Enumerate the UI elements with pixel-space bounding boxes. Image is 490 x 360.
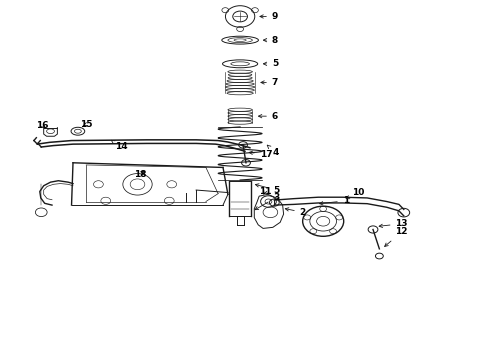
Text: 17: 17 — [249, 150, 272, 159]
Text: 13: 13 — [379, 219, 408, 228]
Text: 9: 9 — [260, 12, 278, 21]
Text: 12: 12 — [385, 228, 408, 247]
Text: 1: 1 — [319, 196, 349, 205]
Text: 5: 5 — [263, 59, 278, 68]
Text: 4: 4 — [267, 145, 279, 157]
Text: 7: 7 — [261, 78, 278, 87]
Text: 6: 6 — [259, 112, 278, 121]
Text: 16: 16 — [36, 121, 49, 130]
Text: 8: 8 — [263, 36, 278, 45]
Text: 5: 5 — [255, 184, 280, 194]
Text: 15: 15 — [80, 120, 92, 129]
Text: 11: 11 — [259, 187, 271, 196]
Text: 14: 14 — [111, 140, 127, 151]
Text: 10: 10 — [346, 188, 365, 199]
Text: 2: 2 — [285, 208, 306, 217]
Text: 3: 3 — [255, 193, 280, 210]
Text: 18: 18 — [134, 170, 146, 179]
